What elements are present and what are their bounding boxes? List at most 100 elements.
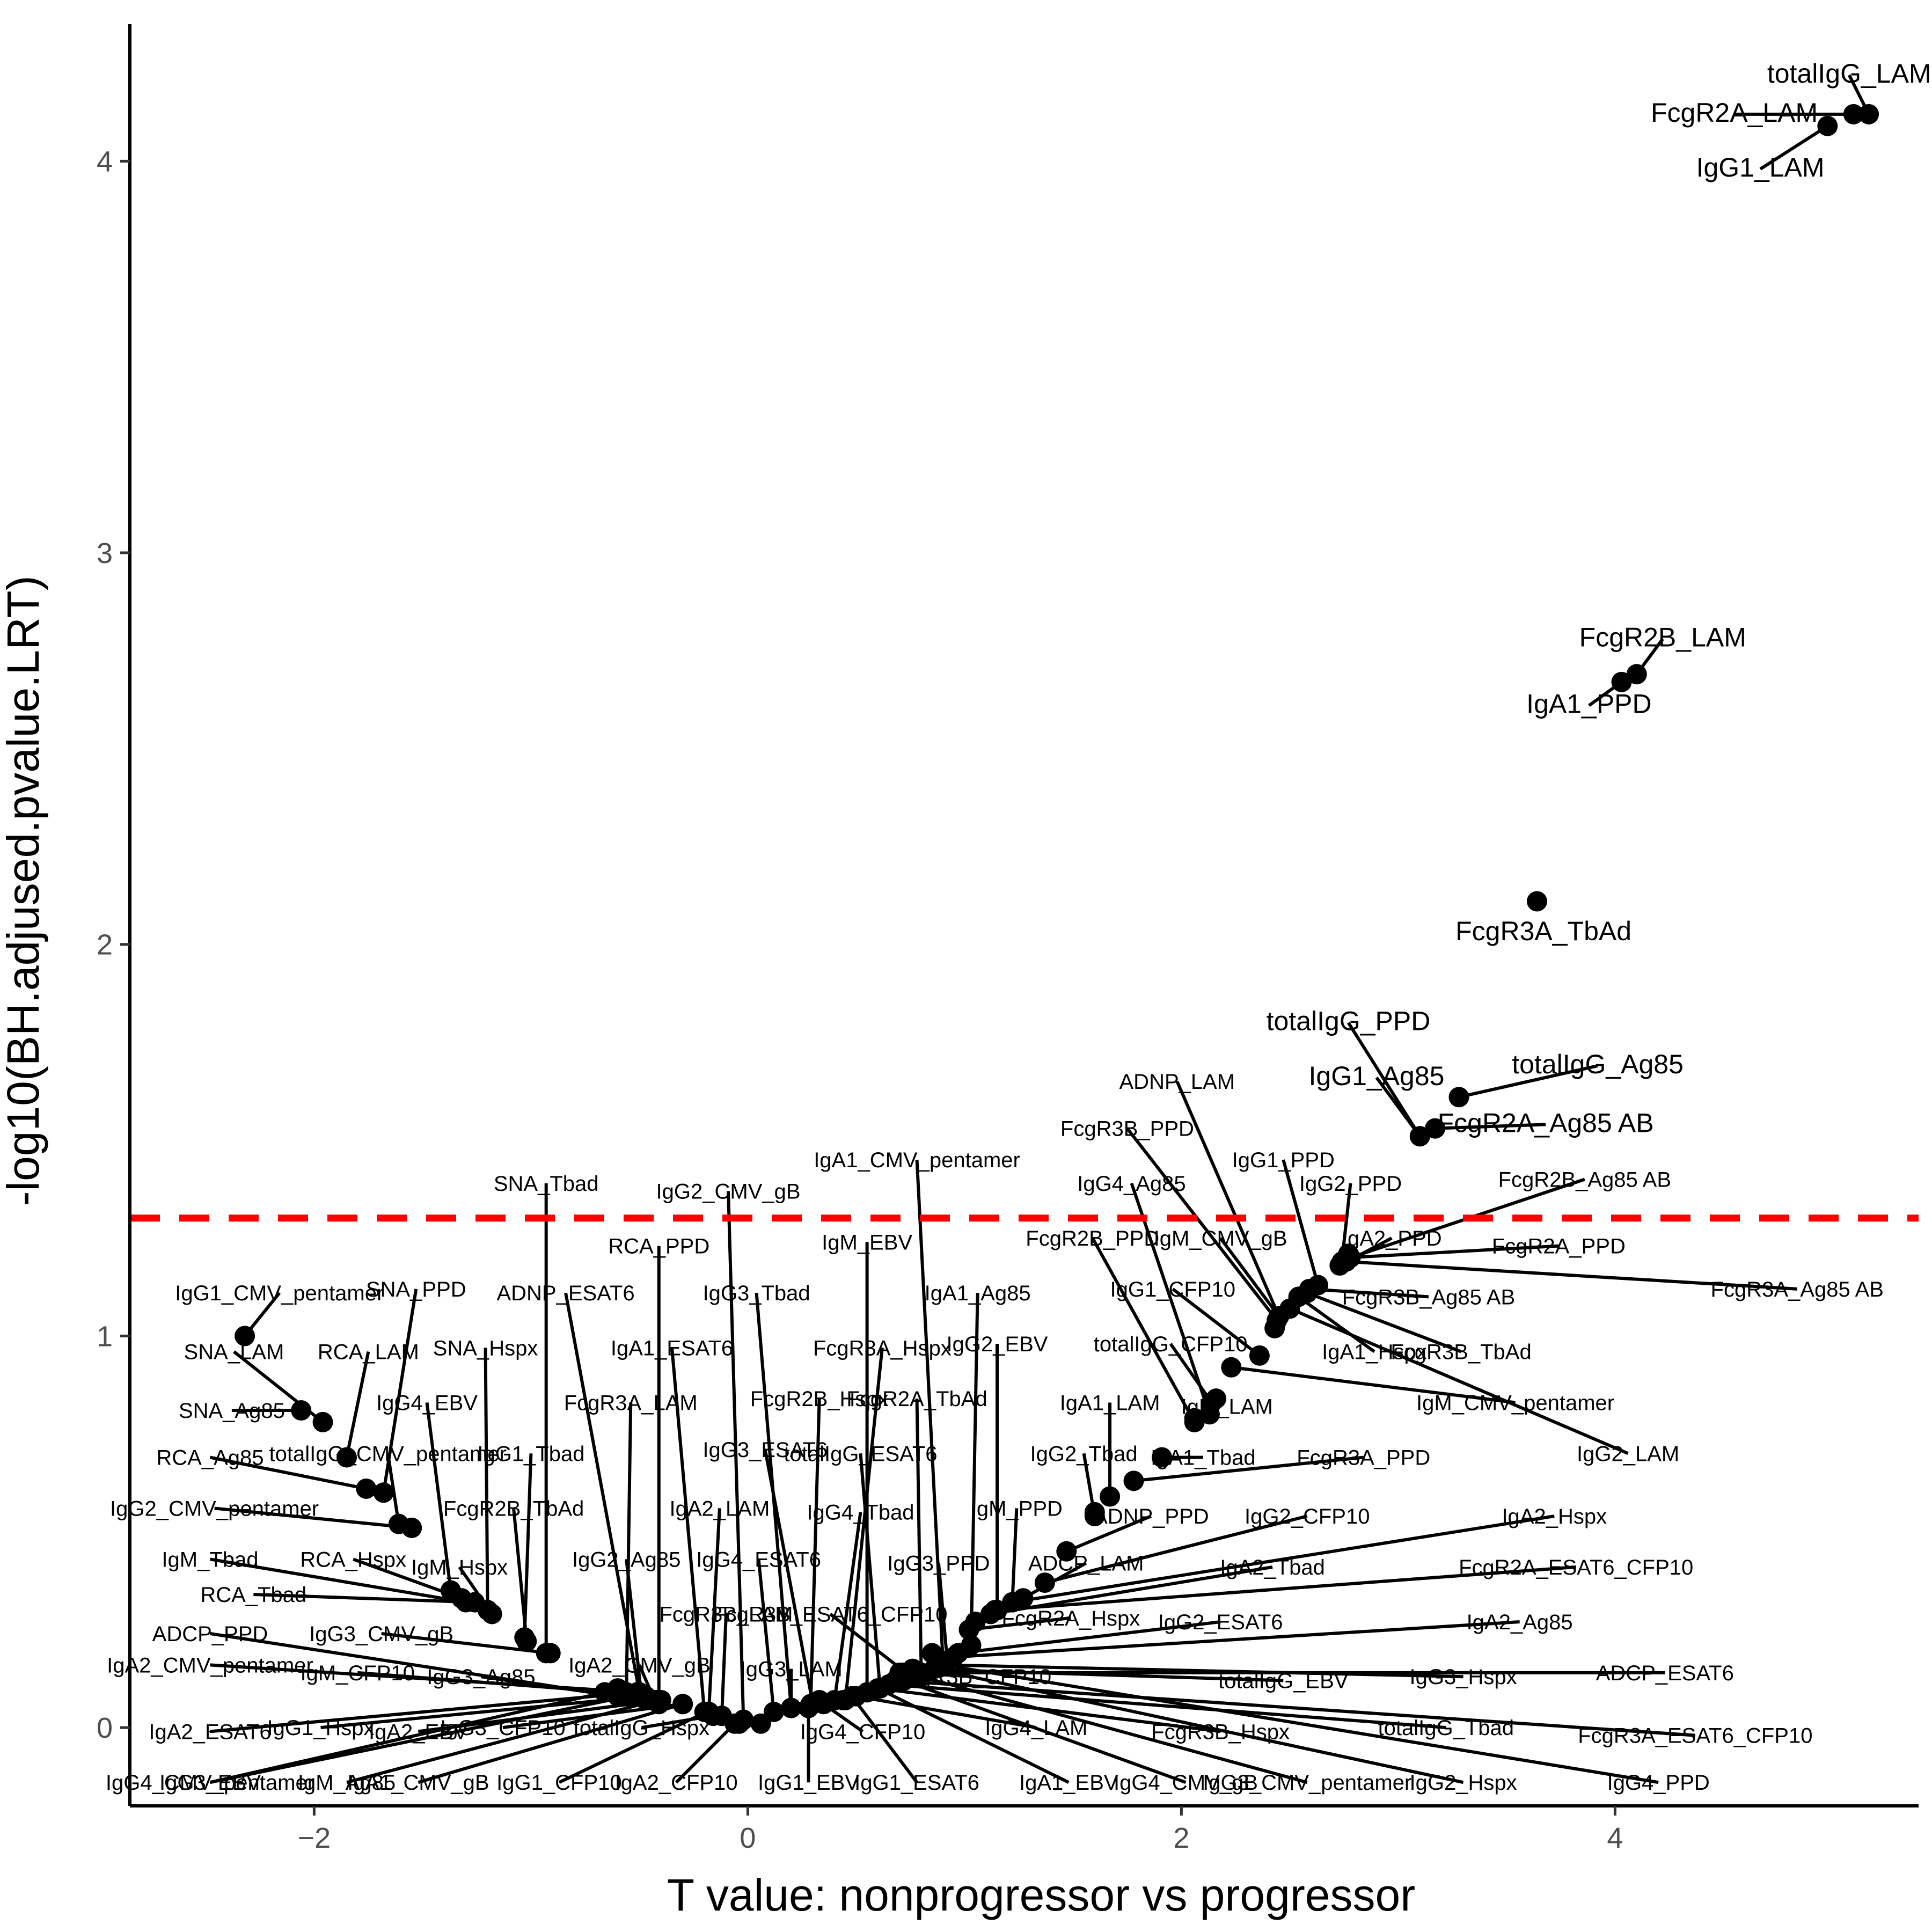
label-connector bbox=[757, 1559, 775, 1713]
point-label: IgA2_CFP10 bbox=[615, 1771, 738, 1795]
point-label: IgA1_CMV_pentamer bbox=[814, 1148, 1020, 1172]
data-point bbox=[1817, 115, 1838, 136]
point-label: totalIgG_PPD bbox=[1267, 1006, 1431, 1036]
y-tick-label: 2 bbox=[97, 929, 113, 961]
label-connector bbox=[1435, 1123, 1546, 1130]
label-connector bbox=[1044, 1514, 1308, 1584]
point-label: IgG4_ESAT6 bbox=[696, 1548, 821, 1571]
label-connector bbox=[209, 1455, 367, 1490]
label-connector bbox=[954, 1620, 1520, 1659]
data-point bbox=[1056, 1541, 1077, 1562]
data-point bbox=[235, 1326, 255, 1346]
y-tick-label: 4 bbox=[97, 145, 113, 178]
point-label: IgG3_Hspx bbox=[1410, 1665, 1517, 1689]
point-label: FcgR2A_Ag85 AB bbox=[1438, 1108, 1654, 1138]
data-point bbox=[1448, 1087, 1469, 1108]
point-label: RCA_Tbad bbox=[200, 1583, 306, 1607]
point-label: IgM_Ag85 bbox=[298, 1771, 396, 1795]
point-label: IgG4_PPD bbox=[1607, 1771, 1710, 1795]
point-label: IgG2_Ag85 bbox=[572, 1548, 680, 1571]
point-label: SNA_Ag85 bbox=[179, 1399, 285, 1423]
x-tick-label: −2 bbox=[298, 1822, 331, 1854]
data-point bbox=[1264, 1318, 1285, 1338]
label-connector bbox=[1282, 1159, 1320, 1286]
data-point bbox=[1221, 1357, 1242, 1378]
label-connector bbox=[1130, 1182, 1211, 1415]
data-point bbox=[516, 1631, 537, 1652]
data-point bbox=[291, 1400, 312, 1421]
point-label: FcgR3B_LAM bbox=[660, 1602, 793, 1626]
data-point bbox=[1084, 1502, 1105, 1523]
point-label: ADNP_PPD bbox=[1093, 1505, 1209, 1528]
data-point bbox=[1409, 1126, 1430, 1147]
label-connector bbox=[1133, 1455, 1364, 1483]
point-label: IgG3_CMV_gB bbox=[309, 1622, 453, 1646]
point-label: totalIgG_CMV_pentamer bbox=[269, 1442, 507, 1466]
point-labels-layer: totalIgG_LAM FcgR2A_LAM IgG1_LAM FcgR2B_LAM… bbox=[106, 58, 1931, 1795]
point-label: IgM_LAM bbox=[1181, 1395, 1273, 1419]
point-label: FcgR3B_Hspx bbox=[1151, 1720, 1290, 1744]
point-label: IgG4_CMV_pentamer bbox=[106, 1771, 314, 1795]
label-connector bbox=[1066, 1514, 1152, 1553]
point-label: IgA2_Tbad bbox=[1220, 1556, 1325, 1579]
label-connector bbox=[850, 1695, 918, 1784]
label-connector bbox=[386, 1453, 400, 1525]
point-label: IgA2_PPD bbox=[1342, 1227, 1442, 1250]
y-tick-label: 0 bbox=[97, 1712, 113, 1744]
label-connector bbox=[1172, 1287, 1261, 1357]
data-point bbox=[729, 1713, 750, 1734]
point-label: IgA1_Hspx bbox=[1322, 1341, 1427, 1364]
label-connector bbox=[1169, 1343, 1213, 1404]
point-label: SNA_Hspx bbox=[433, 1336, 538, 1360]
point-label: ADCP_ESAT6 bbox=[1596, 1662, 1734, 1685]
point-label: totalIgG_Tbad bbox=[1378, 1716, 1514, 1740]
label-connector bbox=[484, 1348, 489, 1611]
data-point bbox=[921, 1643, 942, 1664]
point-label: IgG2_Hspx bbox=[1410, 1771, 1517, 1795]
point-label: IgA1_CMV_gB bbox=[347, 1771, 489, 1795]
point-label: IgG1_EBV bbox=[758, 1771, 859, 1795]
label-connector bbox=[1175, 1080, 1280, 1318]
point-label: IgG1_Ag85 bbox=[1309, 1061, 1445, 1091]
point-label: IgG4_EBV bbox=[376, 1391, 478, 1415]
data-point bbox=[1526, 891, 1547, 912]
point-label: IgG1_CFP10 bbox=[1110, 1278, 1235, 1301]
point-label: IgG2_Tbad bbox=[1030, 1442, 1138, 1466]
point-label: IgG3_EBV bbox=[159, 1771, 261, 1795]
label-connector bbox=[558, 1710, 707, 1784]
label-connector bbox=[1346, 1022, 1422, 1137]
data-point bbox=[833, 1689, 854, 1710]
point-label: IgA2_CMV_pentamer bbox=[107, 1653, 313, 1677]
point-label: IgG1_CMV_pentamer bbox=[175, 1282, 384, 1305]
data-point bbox=[1425, 1118, 1446, 1139]
point-label: totalIgG_Hspx bbox=[574, 1716, 709, 1740]
label-connector bbox=[855, 1694, 1037, 1730]
label-connector bbox=[957, 1620, 1221, 1655]
point-label: IgM_EBV bbox=[822, 1231, 912, 1254]
connector-layer bbox=[209, 74, 1870, 1784]
label-connector bbox=[915, 1399, 923, 1673]
point-label: totalIgG_CFP10 bbox=[1094, 1333, 1248, 1356]
label-connector bbox=[1126, 1127, 1278, 1322]
data-point bbox=[373, 1482, 394, 1503]
y-ticks: 0 1 2 3 4 bbox=[97, 145, 130, 1744]
y-tick-label: 3 bbox=[97, 537, 113, 569]
label-connector bbox=[720, 1614, 728, 1716]
data-point bbox=[1013, 1588, 1034, 1609]
label-connector bbox=[844, 1347, 884, 1701]
label-connector bbox=[1012, 1514, 1555, 1604]
point-label: IgM_CMV_gB bbox=[1154, 1227, 1287, 1250]
point-label: IgG4_CMV_gB bbox=[1114, 1771, 1258, 1795]
data-point bbox=[1206, 1388, 1227, 1409]
label-connector bbox=[727, 1191, 745, 1720]
point-label: IgA2_EBV bbox=[369, 1720, 468, 1744]
label-connector bbox=[625, 1402, 633, 1693]
label-connector bbox=[209, 1694, 629, 1784]
point-label: totalIgG_EBV bbox=[1218, 1670, 1349, 1693]
data-point bbox=[1152, 1447, 1173, 1468]
point-label: IgG3_Tbad bbox=[702, 1282, 810, 1305]
point-label: IgG4_CFP10 bbox=[800, 1720, 925, 1744]
point-label: SNA_LAM bbox=[184, 1341, 284, 1364]
point-label: FcgR3A_Hspx bbox=[813, 1336, 952, 1360]
